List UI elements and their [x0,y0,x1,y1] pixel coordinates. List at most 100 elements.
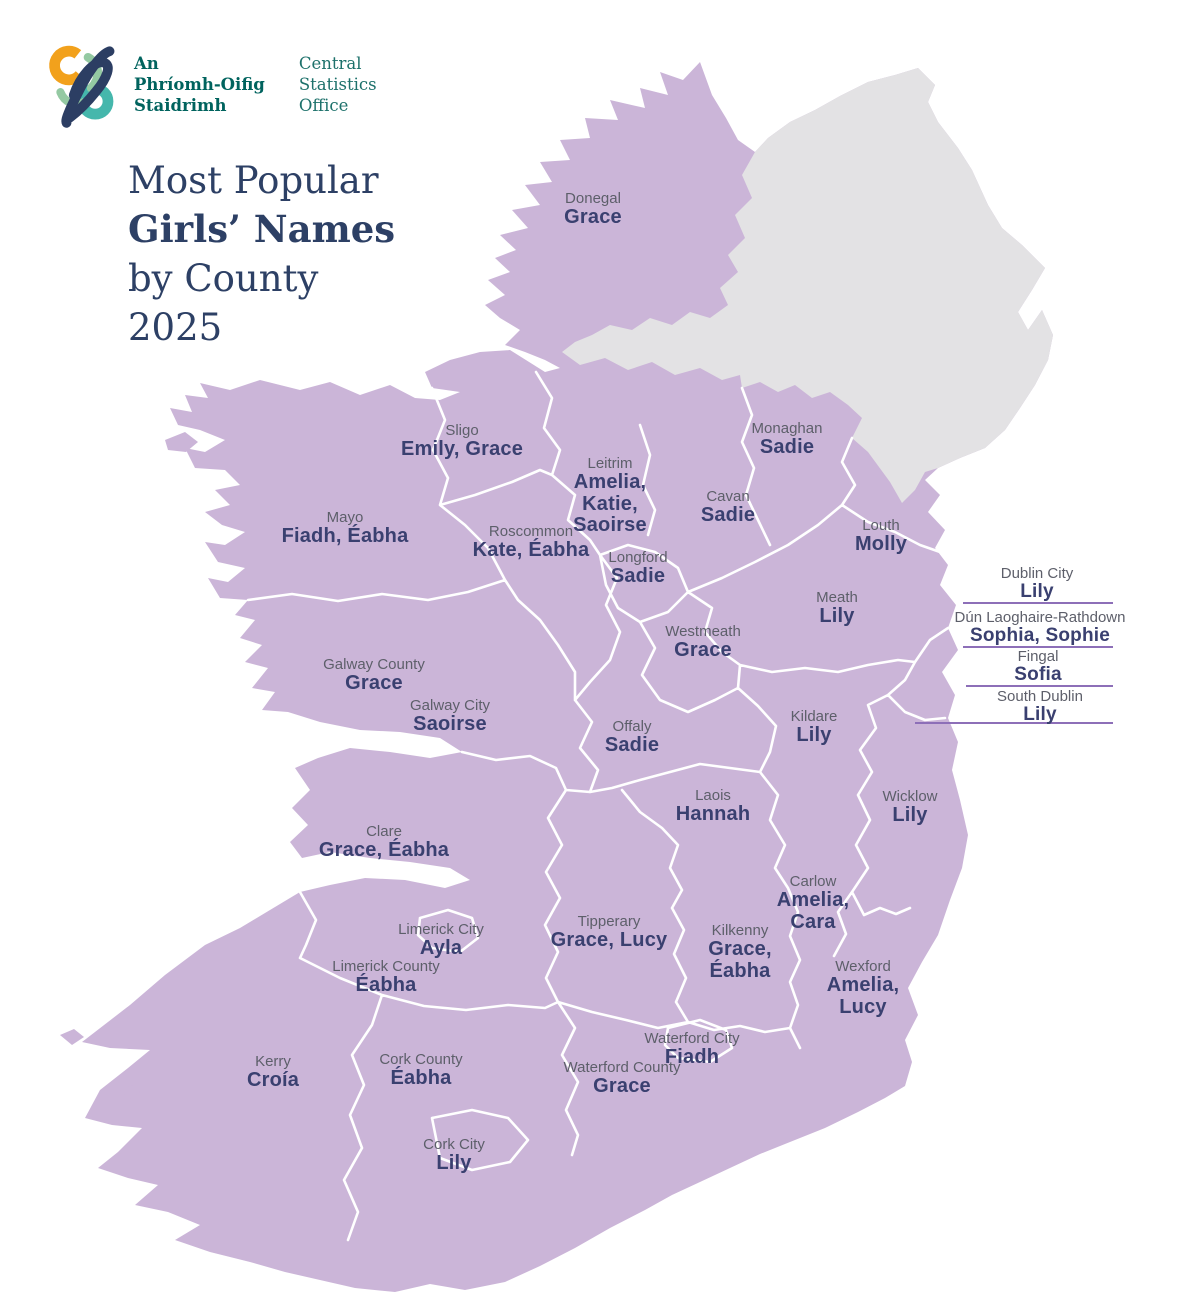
county-name: Laois [695,787,731,804]
top-girls-names: Ayla [419,937,463,959]
logo-text-line: Office [298,96,349,115]
county-name: Fingal [1017,648,1059,665]
top-girls-names: Éabha [355,974,417,996]
cso-logo-mark [49,45,115,128]
county-label-wicklow: Wicklow Lily [883,788,938,827]
title-line-1: Most Popular [128,159,379,202]
county-label-tipperary: Tipperary Grace, Lucy [551,913,668,952]
county-name: Clare [366,823,402,840]
top-girls-names: Éabha [390,1067,452,1089]
leader-line-dublin-city [963,602,1113,604]
county-label-offaly: Offaly Sadie [605,718,659,757]
top-girls-names: Amelia, [826,974,900,996]
top-girls-names: Saoirse [573,514,647,536]
top-girls-names: Lily [819,605,855,627]
county-label-roscommon: Roscommon Kate, Éabha [473,523,590,562]
logo-sage-swash [83,53,102,93]
county-label-leitrim: Leitrim Amelia, Katie, Saoirse [573,455,647,537]
county-name: Meath [816,589,858,606]
top-girls-names: Grace [345,672,403,694]
top-girls-names: Sadie [610,565,666,587]
dublin-label-south-dublin: South Dublin Lily [997,688,1083,725]
county-name: Kilkenny [711,922,769,939]
county-label-kilkenny: Kilkenny Grace, Éabha [708,922,771,982]
county-name: Donegal [565,190,621,207]
top-girls-names: Cara [790,910,836,933]
top-girls-names: Croía [246,1069,300,1091]
county-name: Limerick City [398,921,484,938]
county-name: Mayo [326,509,364,526]
top-girls-names: Saoirse [413,713,487,735]
top-girls-names: Grace [593,1075,651,1097]
county-label-limerick-county: Limerick County Éabha [332,958,440,997]
top-girls-names: Lucy [839,995,887,1018]
leader-line-fingal [966,685,1113,687]
county-label-kildare: Kildare Lily [791,708,838,747]
county-label-wexford: Wexford Amelia, Lucy [827,958,900,1018]
county-name: Roscommon [488,523,574,540]
top-girls-names: Lily [1020,581,1054,602]
page-title: Most Popular Girls’ Names by County 2025 [128,156,395,352]
county-label-carlow: Carlow Amelia, Cara [777,873,850,933]
county-label-longford: Longford Sadie [608,549,667,588]
county-label-kerry: Kerry Croía [247,1053,299,1092]
county-label-galway-city: Galway City Saoirse [410,697,490,736]
top-girls-names: Lily [796,724,832,746]
achill-island [165,432,198,452]
county-name: Cork City [423,1136,485,1153]
county-label-sligo: Sligo Emily, Grace [401,422,523,461]
logo-text-line: Central [298,54,362,73]
logo-text-line: Phríomh-Oifig [134,75,265,94]
top-girls-names: Sadie [759,436,815,458]
county-name: Cork County [379,1051,463,1068]
cso-name-english: Central Statistics Office [299,53,377,128]
county-name: Kildare [790,708,838,725]
logo-text-line: Statistics [298,75,377,94]
county-label-westmeath: Westmeath Grace [665,623,741,662]
top-girls-names: Fiadh [664,1046,720,1068]
logo-text-line: Staidrimh [134,96,227,115]
title-line-2: Girls’ Names [128,207,396,251]
county-name: Louth [862,517,900,534]
dublin-label-d-n-laoghaire-rathdown: Dún Laoghaire-Rathdown Sophia, Sophie [955,609,1126,646]
southwest-islet [120,1085,140,1099]
county-label-waterford-county: Waterford County Grace [564,1059,681,1098]
top-girls-names: Grace [564,206,622,228]
county-label-donegal: Donegal Grace [564,190,622,229]
top-girls-names: Emily, Grace [400,438,524,460]
county-label-limerick-city: Limerick City Ayla [398,921,484,960]
county-name: Galway City [409,697,491,714]
top-girls-names: Éabha [709,959,771,982]
county-label-louth: Louth Molly [855,517,907,556]
county-label-cavan: Cavan Sadie [701,488,755,527]
county-name: Leitrim [587,455,633,472]
county-label-monaghan: Monaghan Sadie [752,420,823,459]
title-line-3: by County [128,257,319,300]
county-label-cork-county: Cork County Éabha [379,1051,462,1090]
top-girls-names: Sofia [1014,664,1062,685]
top-girls-names: Hannah [675,803,751,825]
county-name: Longford [608,549,668,566]
cso-logo: An Phríomh-Oifig Staidrimh Central Stati… [48,42,377,128]
top-girls-names: Grace, [708,938,772,960]
county-name: Offaly [612,718,652,735]
county-name: Westmeath [665,623,741,640]
top-girls-names: Molly [854,533,908,555]
county-label-laois: Laois Hannah [676,787,751,826]
county-name: Wicklow [882,788,938,805]
northern-ireland-region [562,68,1053,503]
top-girls-names: Lily [436,1152,472,1174]
county-name: Cavan [706,488,750,505]
county-label-galway-county: Galway County Grace [323,656,425,695]
county-name: Monaghan [751,420,823,437]
county-name: Dublin City [1000,565,1074,582]
top-girls-names: Grace, Éabha [318,839,450,861]
top-girls-names: Sadie [700,504,756,526]
logo-orange-c [49,45,84,86]
county-name: Galway County [323,656,425,673]
top-girls-names: Grace [674,639,732,661]
county-label-waterford-city: Waterford City Fiadh [644,1030,739,1069]
leader-line-south-dublin [915,722,1113,724]
